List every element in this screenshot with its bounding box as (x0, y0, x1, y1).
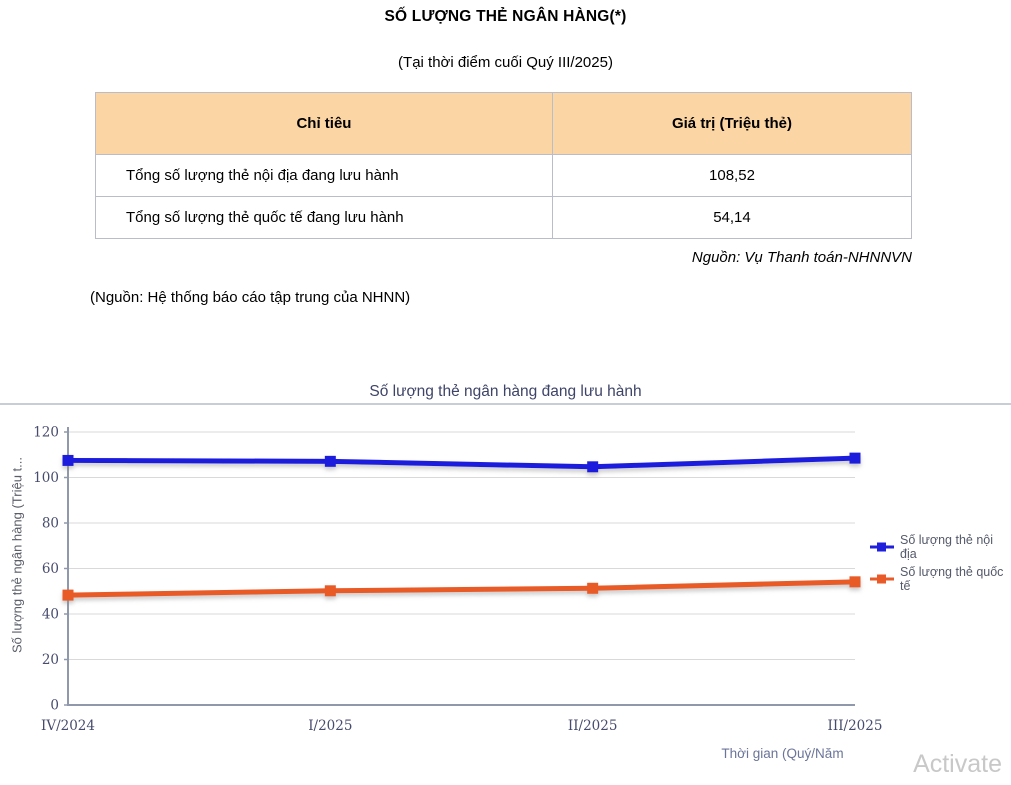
stats-table: Chỉ tiêu Giá trị (Triệu thẻ) Tổng số lượ… (95, 92, 913, 239)
legend-marker-icon (870, 542, 894, 552)
row-international-value: 54,14 (551, 196, 913, 239)
page-subtitle: (Tại thời điểm cuối Quý III/2025) (398, 54, 613, 71)
svg-text:I/2025: I/2025 (308, 718, 352, 734)
chart-legend: Số lượng thẻ nội địa Số lượng thẻ quốc tế (870, 533, 1008, 594)
svg-text:II/2025: II/2025 (568, 718, 618, 734)
legend-label: Số lượng thẻ nội địa (900, 533, 994, 562)
table-header-row: Chỉ tiêu Giá trị (Triệu thẻ) (95, 92, 913, 155)
table-header-indicator: Chỉ tiêu (95, 92, 553, 155)
table-row: Tổng số lượng thẻ quốc tế đang lưu hành … (95, 196, 913, 239)
x-axis-title: Thời gian (Quý/Năm (721, 746, 844, 761)
source-note-left: (Nguồn: Hệ thống báo cáo tập trung của N… (90, 289, 411, 306)
row-domestic-value: 108,52 (551, 154, 913, 197)
chart-title: Số lượng thẻ ngân hàng đang lưu hành (369, 383, 642, 400)
svg-text:60: 60 (42, 561, 59, 577)
svg-text:80: 80 (42, 516, 59, 532)
row-domestic-label: Tổng số lượng thẻ nội địa đang lưu hành (95, 154, 553, 197)
svg-text:III/2025: III/2025 (828, 718, 883, 734)
table-row: Tổng số lượng thẻ nội địa đang lưu hành … (95, 154, 913, 197)
legend-marker-icon (870, 574, 894, 584)
line-chart: 0 20 40 60 80 100 120 IV/2024 I/2025 II/2025 III/2… (33, 425, 883, 735)
svg-text:0: 0 (50, 698, 59, 714)
svg-text:IV/2024: IV/2024 (41, 718, 95, 734)
table-header-value: Giá trị (Triệu thẻ) (551, 92, 913, 155)
chart-divider (0, 403, 1011, 405)
activate-watermark: Activate (913, 750, 1002, 778)
legend-item: Số lượng thẻ quốc tế (870, 565, 1008, 594)
y-axis-title: Số lượng thẻ ngân hàng (Triệu t... (9, 457, 25, 653)
svg-text:20: 20 (42, 652, 59, 668)
row-international-label: Tổng số lượng thẻ quốc tế đang lưu hành (95, 196, 553, 239)
source-note-right: Nguồn: Vụ Thanh toán-NHNNVN (691, 249, 912, 266)
svg-text:40: 40 (42, 607, 59, 623)
legend-label: Số lượng thẻ quốc tế (900, 564, 1004, 594)
legend-item: Số lượng thẻ nội địa (870, 533, 1008, 562)
page-title: SỐ LƯỢNG THẺ NGÂN HÀNG(*) (384, 8, 627, 25)
svg-text:100: 100 (33, 470, 59, 486)
svg-text:120: 120 (33, 425, 59, 441)
